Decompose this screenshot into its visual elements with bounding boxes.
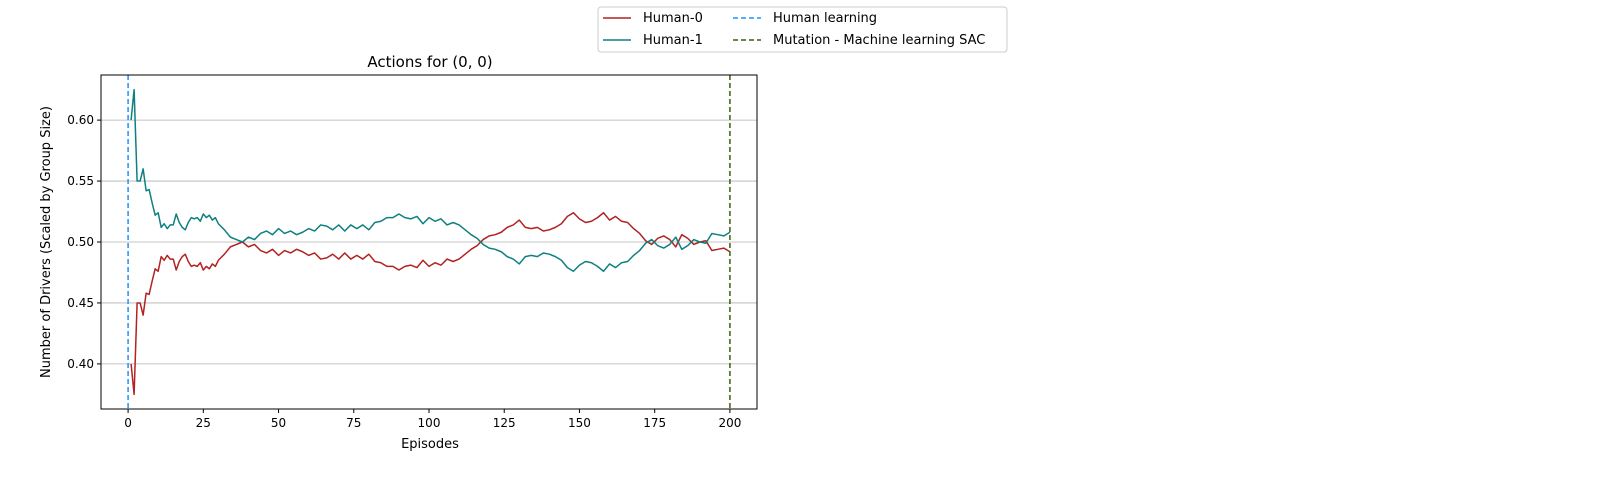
series-line-human-0 [130,211,731,396]
y-tick-label: 0.50 [67,235,94,249]
x-tick-label: 0 [124,416,132,430]
legend-label-mutation-machine-learning-sac: Mutation - Machine learning SAC [773,33,985,48]
legend: Human-0 Human-1 Human learning Mutation - M… [597,6,1008,53]
y-tick-label: 0.55 [67,174,94,188]
y-tick-label: 0.45 [67,296,94,310]
plot-area: 0 25 50 75 100 125 150 175 200 0.40 0.45 0.50 0.55 0.… [67,74,758,430]
legend-frame [597,6,1008,53]
chart-title: Actions for (0, 0) [367,53,492,71]
legend-label-human-0: Human-0 [643,11,703,26]
x-tick-label: 50 [271,416,286,430]
x-tick-label: 150 [568,416,591,430]
legend-label-human-1: Human-1 [643,33,703,48]
y-tick-label: 0.60 [67,113,94,127]
y-tick-label: 0.40 [67,357,94,371]
x-tick-label: 25 [196,416,211,430]
x-tick-label: 100 [418,416,441,430]
x-tick-label: 200 [718,416,741,430]
x-tick-label: 125 [493,416,516,430]
legend-label-human-learning: Human learning [773,11,877,26]
x-axis-label: Episodes [401,437,459,452]
x-tick-label: 75 [346,416,361,430]
series-line-human-1 [130,88,731,273]
x-tick-label: 175 [643,416,666,430]
y-axis-label: Number of Drivers (Scaled by Group Size) [39,106,54,378]
